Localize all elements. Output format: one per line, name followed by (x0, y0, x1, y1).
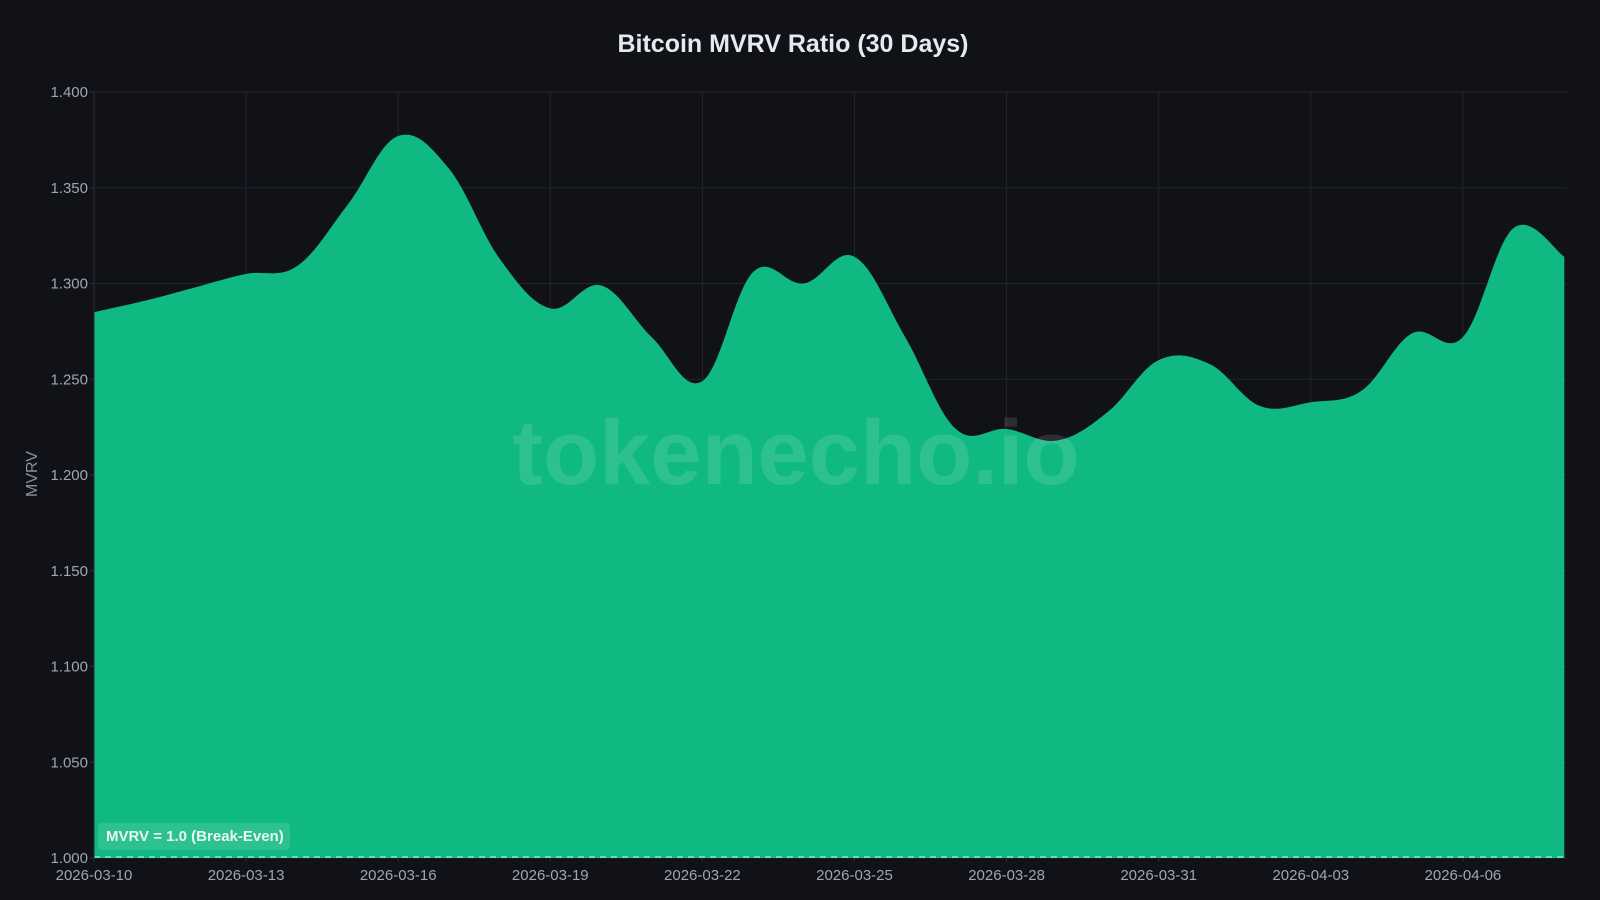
chart-title: Bitcoin MVRV Ratio (30 Days) (617, 30, 969, 58)
watermark: tokenecho.io (512, 402, 1079, 504)
x-tick-label: 2026-03-19 (512, 867, 589, 884)
x-tick-label: 2026-03-28 (968, 867, 1045, 884)
x-tick-label: 2026-03-10 (56, 867, 133, 884)
x-tick-label: 2026-03-31 (1120, 867, 1197, 884)
x-tick-label: 2026-04-03 (1272, 867, 1349, 884)
x-tick-label: 2026-03-16 (360, 867, 437, 884)
y-tick-label: 1.300 (50, 276, 88, 293)
y-tick-label: 1.350 (50, 180, 88, 197)
x-tick-label: 2026-03-25 (816, 867, 893, 884)
x-tick-label: 2026-03-13 (208, 867, 285, 884)
x-axis-ticks: 2026-03-10 2026-03-13 2026-03-16 2026-03-19… (56, 858, 1502, 884)
x-tick-label: 2026-04-06 (1425, 867, 1502, 884)
mvrv-area (94, 134, 1565, 858)
y-tick-label: 1.100 (50, 659, 88, 676)
y-tick-label: 1.400 (50, 84, 88, 101)
break-even-label: MVRV = 1.0 (Break-Even) (98, 823, 290, 850)
x-tick-label: 2026-03-22 (664, 867, 741, 884)
y-tick-label: 1.000 (50, 850, 88, 867)
y-tick-label: 1.150 (50, 563, 88, 580)
y-tick-label: 1.250 (50, 371, 88, 388)
y-axis-ticks: 1.000 1.050 1.100 1.150 1.200 1.250 1.300 1.350… (50, 84, 94, 867)
y-tick-label: 1.050 (50, 754, 88, 771)
y-tick-label: 1.200 (50, 467, 88, 484)
